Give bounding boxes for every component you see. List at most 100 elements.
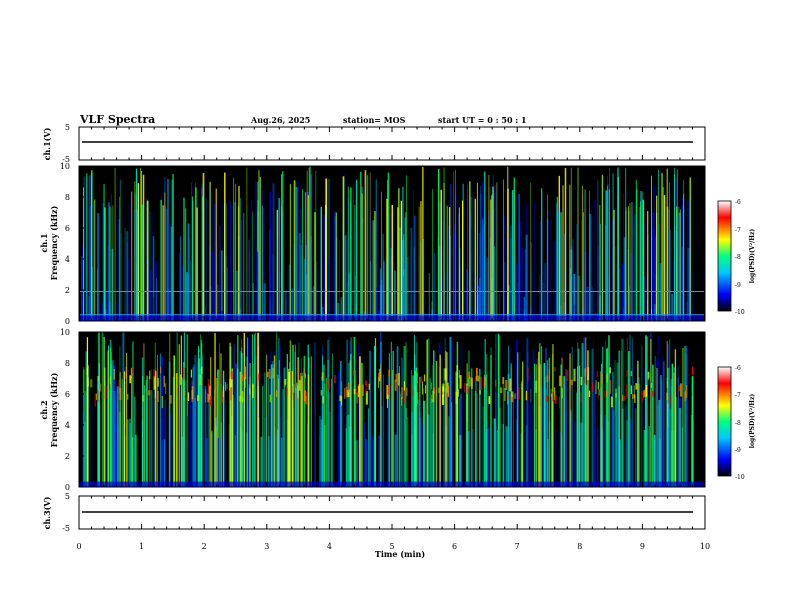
spectrogram-streak bbox=[561, 357, 563, 487]
spectrogram-cell bbox=[625, 439, 628, 487]
spectrogram-cell bbox=[185, 272, 189, 321]
spectrogram-cell bbox=[481, 181, 484, 321]
spectrogram-streak bbox=[691, 376, 694, 487]
spectrogram-streak bbox=[606, 348, 608, 487]
spectrogram-cell bbox=[152, 236, 155, 321]
spectrogram-cell bbox=[329, 411, 331, 487]
spectrogram-streak bbox=[325, 178, 328, 321]
spectrogram-hotspot bbox=[222, 385, 224, 398]
spectrogram-hotspot bbox=[430, 394, 432, 403]
spectrogram-cell bbox=[515, 263, 518, 321]
ch2-spectrogram-panel: 0 2 4 6 8 10 ch.2 Frequency (kHz) bbox=[39, 328, 706, 492]
spectrogram-cell bbox=[448, 416, 450, 487]
spectrogram-cell bbox=[509, 393, 511, 487]
spectrogram-cell bbox=[211, 251, 214, 321]
spectrogram-cell bbox=[126, 231, 129, 321]
spectrogram-streak bbox=[241, 352, 243, 487]
spectrogram-hotspot bbox=[484, 377, 486, 386]
spectrogram-streak bbox=[625, 168, 627, 321]
date-label: Aug.26, 2025 bbox=[250, 115, 310, 125]
spectrogram-cell bbox=[128, 258, 130, 321]
spectrogram-streak bbox=[172, 174, 174, 321]
spectrogram-streak bbox=[583, 212, 584, 321]
spectrogram-cell bbox=[250, 199, 252, 321]
spectrogram-cell bbox=[370, 211, 372, 321]
spectrogram-cell bbox=[285, 300, 287, 321]
spectrogram-cell bbox=[401, 357, 403, 487]
spectrogram-cell bbox=[155, 278, 157, 321]
spectrogram-hotspot bbox=[293, 384, 295, 393]
spectrogram-hotspot bbox=[205, 389, 206, 403]
spectrogram-cell bbox=[233, 343, 235, 487]
spectrogram-cell bbox=[479, 192, 481, 321]
spectrogram-streak bbox=[426, 339, 428, 487]
spectrogram-cell bbox=[520, 383, 522, 487]
spectrogram-hotspot bbox=[608, 379, 611, 394]
spectrogram-hotspot bbox=[148, 390, 151, 396]
ch2-ytick-6: 6 bbox=[65, 390, 70, 399]
spectrogram-hotspot bbox=[119, 387, 122, 401]
colorbar-ch1-label: log(PSD)(V²/Hz) bbox=[749, 229, 756, 284]
spectrogram-cell bbox=[375, 179, 377, 321]
colorbar-ch1-gradient bbox=[717, 200, 732, 312]
spectrogram-cell bbox=[323, 364, 325, 487]
spectrogram-streak bbox=[462, 183, 464, 321]
spectrogram-hotspot bbox=[645, 384, 648, 397]
spectrogram-cell bbox=[148, 230, 151, 321]
spectrogram-hotspot bbox=[208, 379, 210, 386]
spectrogram-hotspot bbox=[684, 392, 687, 402]
spectrogram-cell bbox=[354, 276, 357, 321]
spectrogram-streak bbox=[301, 189, 303, 321]
spectrogram-streak bbox=[240, 352, 243, 487]
spectrogram-cell bbox=[627, 210, 631, 321]
spectrogram-cell bbox=[539, 275, 541, 321]
spectrogram-streak bbox=[131, 191, 133, 321]
spectrogram-streak bbox=[496, 182, 498, 321]
spectrogram-cell bbox=[523, 404, 526, 487]
spectrogram-hotspot bbox=[424, 385, 426, 394]
spectrogram-cell bbox=[626, 337, 628, 487]
spectrogram-cell bbox=[110, 194, 112, 321]
spectrogram-cell bbox=[490, 237, 491, 321]
spectrogram-streak bbox=[257, 346, 259, 487]
spectrogram-cell bbox=[97, 213, 100, 321]
spectrogram-cell bbox=[179, 252, 181, 321]
spectrogram-hotspot bbox=[333, 375, 336, 384]
spectrogram-streak bbox=[490, 355, 492, 487]
spectrogram-streak bbox=[104, 207, 106, 321]
spectrogram-streak bbox=[392, 369, 393, 487]
spectrogram-cell bbox=[394, 270, 396, 321]
spectrogram-streak bbox=[98, 363, 101, 487]
spectrogram-streak bbox=[392, 350, 394, 487]
spectrogram-hotspot bbox=[295, 381, 297, 388]
spectrogram-streak bbox=[109, 347, 112, 487]
spectrogram-streak bbox=[646, 336, 648, 487]
spectrogram-cell bbox=[551, 393, 553, 487]
spectrogram-hotspot bbox=[304, 390, 306, 402]
spectrogram-streak bbox=[443, 183, 445, 321]
spectrogram-cell bbox=[648, 271, 650, 321]
spectrogram-cell bbox=[100, 296, 103, 321]
spectrogram-streak bbox=[656, 368, 658, 487]
spectrogram-streak bbox=[374, 345, 376, 487]
spectrogram-cell bbox=[182, 436, 184, 487]
spectrogram-cell bbox=[166, 178, 169, 321]
spectrogram-streak bbox=[400, 200, 402, 321]
spectrogram-hotspot bbox=[647, 371, 649, 381]
spectrogram-cell bbox=[687, 199, 690, 321]
spectrogram-streak bbox=[281, 206, 282, 321]
spectrogram-cell bbox=[476, 393, 478, 487]
spectrogram-cell bbox=[536, 358, 539, 487]
spectrogram-cell bbox=[133, 209, 136, 321]
spectrogram-cell bbox=[648, 425, 650, 487]
spectrogram-hotspot bbox=[630, 385, 633, 394]
spectrogram-hotspot bbox=[129, 375, 132, 384]
spectrogram-cell bbox=[578, 275, 581, 321]
spectrogram-streak bbox=[562, 185, 564, 321]
spectrogram-streak bbox=[589, 190, 590, 321]
spectrogram-cell bbox=[476, 276, 478, 321]
spectrogram-streak bbox=[289, 184, 291, 321]
spectrogram-streak bbox=[87, 365, 89, 487]
spectrogram-cell bbox=[372, 439, 374, 487]
spectrogram-cell bbox=[419, 256, 421, 321]
